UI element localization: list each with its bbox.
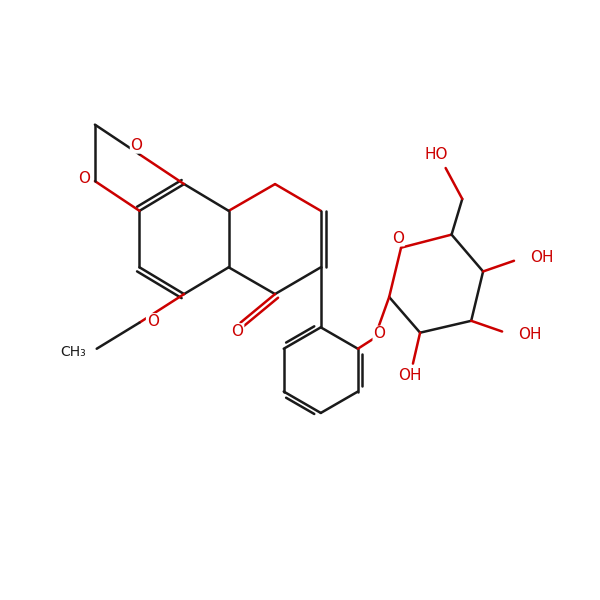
Text: O: O: [146, 314, 158, 329]
Text: O: O: [373, 326, 385, 341]
Text: CH₃: CH₃: [60, 345, 86, 359]
Text: O: O: [232, 324, 244, 339]
Text: O: O: [131, 138, 143, 153]
Text: HO: HO: [425, 148, 448, 163]
Text: O: O: [392, 230, 404, 245]
Text: O: O: [78, 170, 90, 185]
Text: OH: OH: [398, 368, 422, 383]
Text: OH: OH: [530, 250, 554, 265]
Text: OH: OH: [518, 327, 542, 342]
